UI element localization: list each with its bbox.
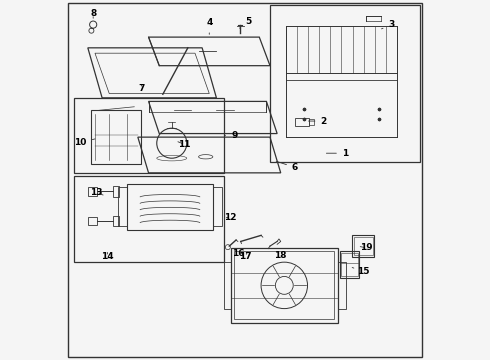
Text: 12: 12	[224, 213, 237, 222]
Text: 7: 7	[138, 84, 145, 93]
Text: 16: 16	[232, 248, 244, 258]
Text: 15: 15	[352, 267, 369, 276]
Text: 5: 5	[240, 17, 252, 28]
Bar	[270, 5, 420, 162]
Text: 13: 13	[91, 188, 103, 197]
Bar	[113, 216, 119, 226]
Bar	[74, 176, 223, 262]
Text: 8: 8	[90, 9, 97, 18]
Bar	[88, 217, 97, 225]
Bar	[295, 118, 309, 126]
Text: 17: 17	[239, 252, 251, 261]
Bar	[118, 187, 127, 226]
Text: 10: 10	[74, 138, 95, 147]
Bar	[223, 262, 231, 309]
Bar	[74, 98, 223, 173]
Bar	[213, 187, 222, 226]
Bar	[113, 186, 119, 197]
Text: 9: 9	[224, 131, 238, 140]
Bar	[340, 251, 359, 278]
Text: 6: 6	[276, 161, 298, 172]
Bar	[92, 111, 142, 164]
Bar	[88, 187, 97, 196]
Bar	[352, 235, 374, 257]
Bar	[342, 253, 358, 276]
Bar	[338, 262, 346, 309]
Bar	[309, 119, 314, 125]
Text: 1: 1	[326, 149, 348, 158]
Text: 2: 2	[309, 117, 327, 126]
Bar	[354, 237, 372, 255]
Bar	[231, 248, 338, 323]
Bar	[234, 251, 334, 319]
Text: 14: 14	[101, 252, 114, 261]
Text: 4: 4	[206, 18, 213, 34]
Bar	[127, 184, 213, 230]
Text: 11: 11	[178, 140, 191, 149]
Text: 19: 19	[360, 243, 373, 252]
Text: 3: 3	[382, 20, 394, 29]
Text: 18: 18	[274, 251, 287, 260]
